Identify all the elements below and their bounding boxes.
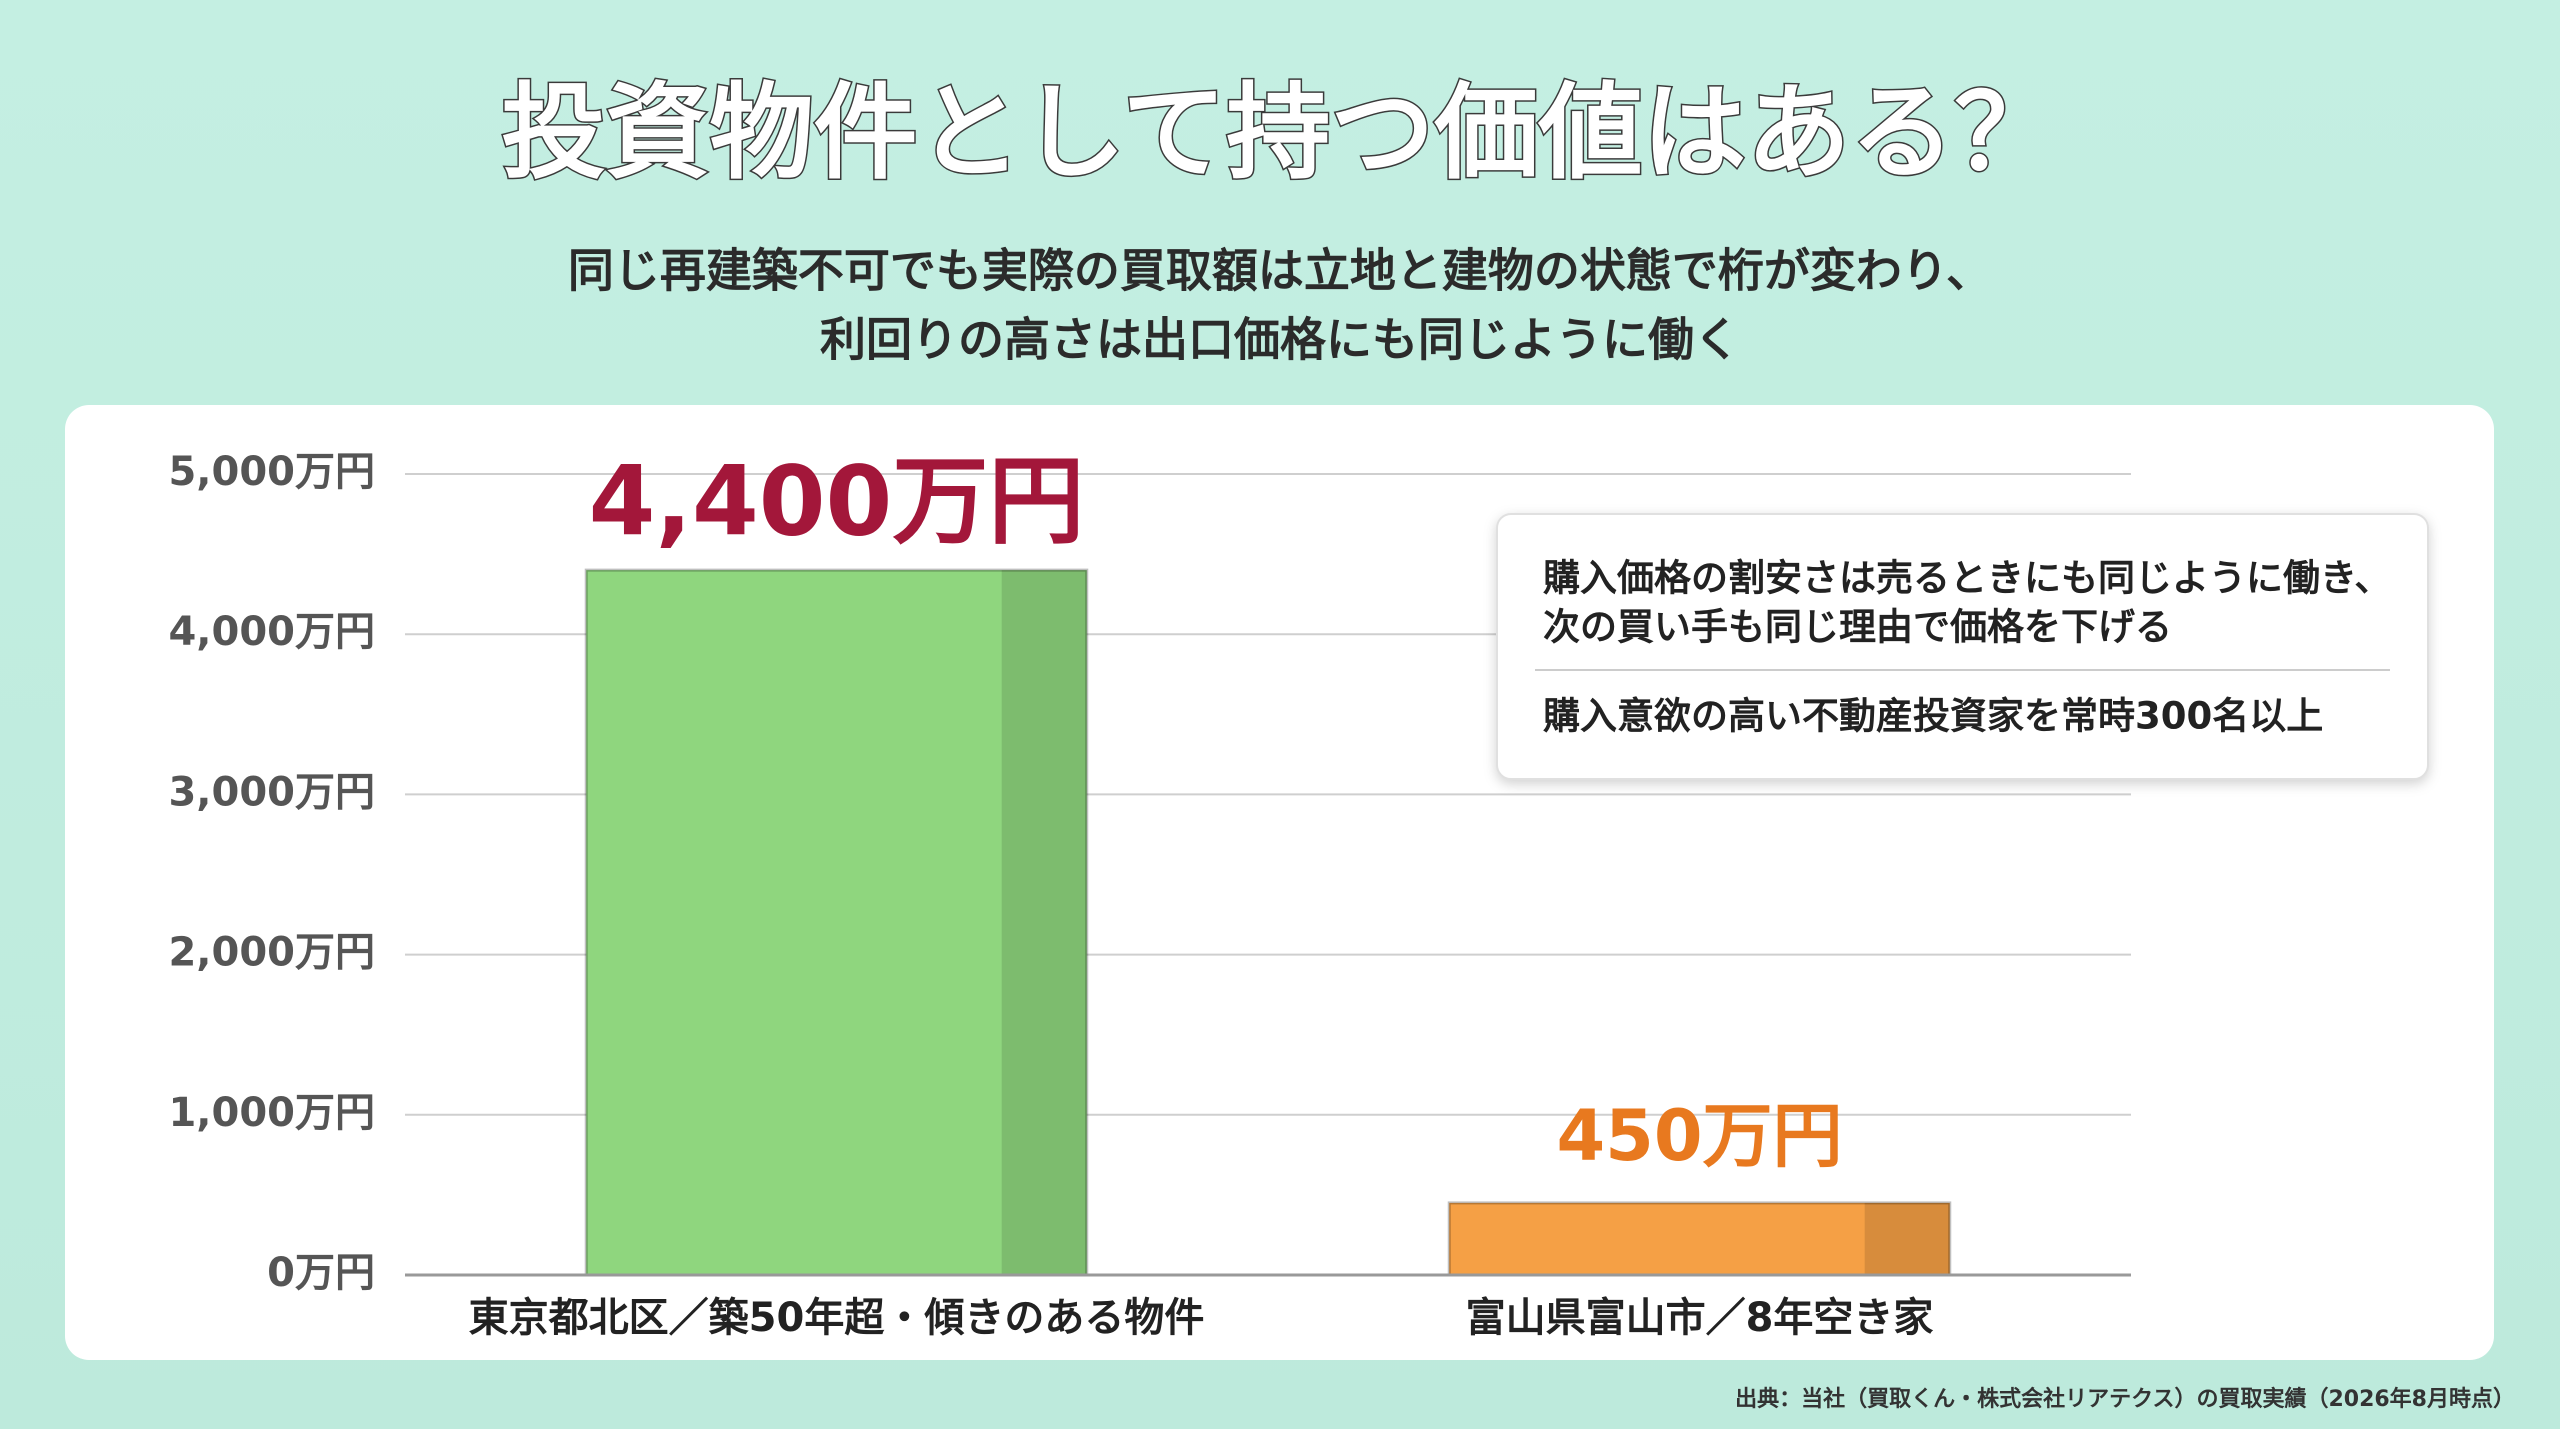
y-tick-label: 1,000万円 [168,1090,375,1136]
y-tick-label: 5,000万円 [168,449,375,495]
y-tick-label: 4,000万円 [168,609,375,655]
bar [1447,1201,1952,1277]
annotation: 次の買い手も同じ理由で価格を下げる [1543,606,2172,649]
x-tick-label: 東京都北区／築50年超・傾きのある物件 [469,1295,1205,1341]
value-label: 4,400万円 [589,445,1085,557]
y-tick-label: 3,000万円 [168,769,375,815]
plot: 0万円 1,000万円 2,000万円 3,000万円 4,000万円 5,000万円東京… [168,445,2131,1341]
source: 出典：当社（買取くん・株式会社リアテクス）の買取実績（2026年8月時点） [1735,1386,2515,1412]
bar-side [1864,1202,1950,1275]
bar-side [1001,570,1087,1275]
annotation: 購入意欲の高い不動産投資家を常時300名以上 [1543,695,2323,738]
y-tick-label: 2,000万円 [168,930,375,976]
annotation: 購入価格の割安さは売るときにも同じように働き、 [1543,557,2391,600]
chart-title: 投資物件として持つ価値はある？ [502,71,2059,193]
annotation-box [1496,513,2429,780]
bar [584,568,1089,1277]
y-tick-label: 0万円 [267,1250,375,1296]
value-label: 450万円 [1556,1095,1842,1177]
subtitle: 同じ再建築不可でも実際の買取額は立地と建物の状態で桁が変わり、 [568,244,1992,298]
subtitle: 利回りの高さは出口価格にも同じように働く [820,313,1740,367]
x-tick-label: 富山県富山市／8年空き家 [1466,1295,1934,1341]
